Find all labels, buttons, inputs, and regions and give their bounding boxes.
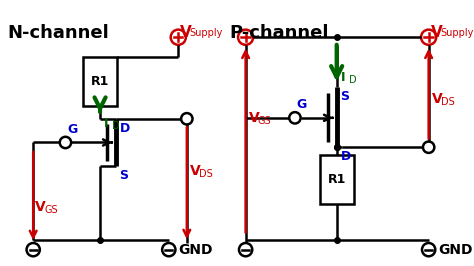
Text: V: V (35, 200, 46, 214)
Text: G: G (297, 98, 307, 111)
Text: D: D (349, 75, 356, 85)
Text: S: S (119, 169, 128, 182)
Text: S: S (340, 90, 349, 103)
Text: D: D (119, 122, 130, 135)
Text: GS: GS (258, 116, 272, 126)
Bar (83, 57, 117, 106)
Text: V: V (180, 25, 192, 40)
Text: V: V (431, 92, 442, 106)
Text: D: D (112, 121, 120, 131)
Text: D: D (340, 150, 351, 163)
Text: N-channel: N-channel (8, 24, 109, 42)
Text: V: V (190, 164, 201, 178)
Text: G: G (67, 123, 78, 136)
Text: V: V (248, 111, 259, 125)
Text: Supply: Supply (440, 28, 474, 38)
Text: R1: R1 (328, 173, 346, 186)
Text: I: I (104, 117, 109, 130)
Text: DS: DS (199, 169, 213, 179)
Text: DS: DS (441, 97, 455, 107)
Text: GS: GS (45, 205, 58, 215)
Text: Supply: Supply (190, 28, 223, 38)
Text: P-channel: P-channel (229, 24, 329, 42)
Text: GND: GND (178, 243, 213, 257)
Bar (319, 155, 354, 204)
Text: I: I (340, 70, 345, 84)
Text: R1: R1 (91, 75, 109, 88)
Text: GND: GND (438, 243, 473, 257)
Text: V: V (430, 25, 442, 40)
